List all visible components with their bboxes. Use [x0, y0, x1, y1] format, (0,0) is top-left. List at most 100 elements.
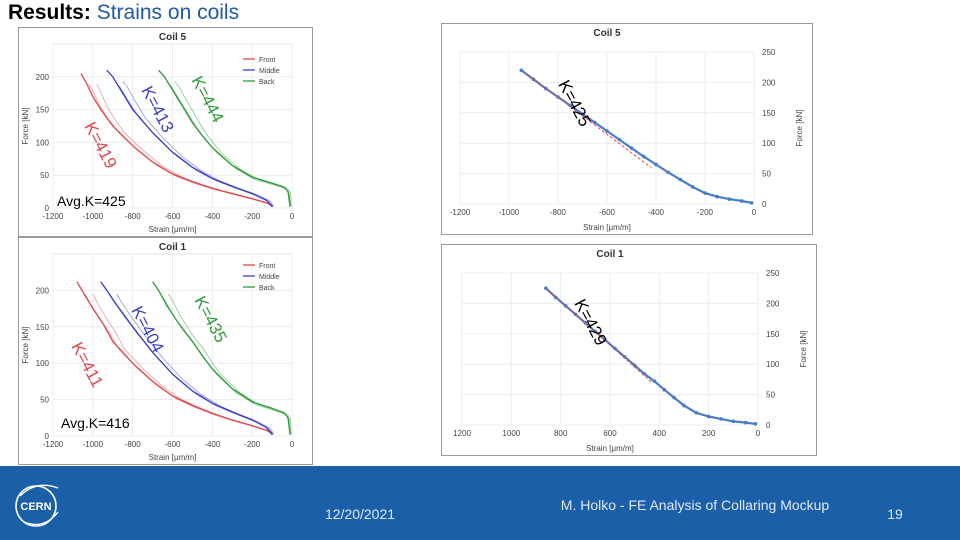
legend-label: Front — [259, 263, 275, 270]
data-point — [703, 191, 707, 195]
slope-annotation: K=425 — [554, 77, 594, 130]
x-tick-label: -800 — [125, 440, 142, 449]
title-bold: Results: — [8, 1, 91, 24]
x-tick-label: -600 — [164, 212, 181, 221]
y-tick-label: 150 — [36, 323, 50, 332]
fit-line — [525, 72, 652, 168]
chart-title: Coil 1 — [596, 249, 624, 260]
data-point — [617, 137, 622, 142]
x-tick-label: 1200 — [453, 429, 471, 438]
data-point — [666, 170, 671, 175]
x-tick-label: -1000 — [83, 212, 104, 221]
data-point — [568, 103, 573, 108]
series-cycle-line — [108, 293, 274, 435]
data-point — [727, 197, 732, 201]
x-axis-label: Strain [μm/m] — [586, 444, 634, 453]
y-tick-label: 100 — [36, 138, 50, 147]
y-tick-label: 50 — [40, 171, 49, 180]
fit-line — [548, 289, 653, 383]
series-cycle-line — [96, 84, 274, 207]
average-annotation: Avg.K=425 — [57, 193, 126, 209]
series-line-measured — [520, 69, 752, 204]
legend-label: Middle — [259, 274, 280, 281]
series-line-middle — [100, 281, 273, 435]
x-tick-label: -1000 — [83, 440, 104, 449]
y-tick-label: 0 — [45, 204, 50, 213]
data-point — [690, 185, 695, 189]
x-tick-label: -600 — [164, 440, 181, 449]
series-cycle-line — [160, 293, 291, 435]
legend-label: Middle — [259, 68, 280, 75]
x-tick-label: -1200 — [43, 440, 64, 449]
y-tick-label: 250 — [762, 48, 776, 57]
y-tick-label: 150 — [762, 109, 776, 118]
y-tick-label: 200 — [36, 286, 50, 295]
series-line-back — [158, 69, 291, 207]
data-point — [672, 395, 676, 400]
data-point — [706, 414, 711, 419]
x-tick-label: 0 — [752, 208, 757, 217]
footer-bar: CERN 12/20/2021 M. Holko - FE Analysis o… — [0, 466, 960, 540]
y-tick-label: 100 — [766, 360, 780, 369]
y-tick-label: 100 — [36, 359, 50, 368]
slope-annotation: K=435 — [190, 293, 230, 346]
y-axis-label: Force [kN] — [21, 327, 30, 364]
data-point — [580, 112, 585, 116]
cern-logo-icon: CERN — [15, 484, 59, 527]
series-cycle-line — [114, 81, 274, 208]
x-tick-label: -200 — [697, 208, 714, 217]
legend-label: Back — [259, 285, 275, 292]
data-point — [605, 129, 609, 133]
data-point — [613, 346, 617, 351]
y-tick-label: 50 — [40, 396, 49, 405]
average-annotation: Avg.K=416 — [61, 415, 130, 431]
slope-annotation: K=444 — [187, 73, 227, 126]
data-point — [749, 200, 754, 205]
series-cycle-line — [116, 293, 274, 435]
x-axis-label: Strain [μm/m] — [583, 223, 631, 232]
x-axis-label: Strain [μm/m] — [149, 453, 197, 462]
x-tick-label: 0 — [290, 440, 295, 449]
x-tick-label: -800 — [125, 212, 142, 221]
y-axis-label: Force [kN] — [21, 108, 30, 145]
data-point — [739, 199, 744, 203]
series-cycle-line — [166, 81, 291, 207]
x-tick-label: 600 — [603, 429, 617, 438]
x-tick-label: -800 — [550, 208, 567, 217]
chart-title: Coil 5 — [159, 32, 187, 43]
data-point — [694, 411, 699, 415]
chart-svg: Coil 1 1200 1000 800 600 400 200 00 50 100 150 200 2… — [453, 249, 808, 453]
legend-label: Back — [259, 79, 275, 86]
data-point — [743, 420, 748, 425]
data-point — [715, 194, 720, 199]
y-tick-label: 200 — [762, 78, 776, 87]
y-tick-label: 250 — [766, 269, 780, 278]
data-point — [662, 387, 667, 392]
chart-title: Coil 1 — [159, 242, 187, 253]
x-tick-label: 400 — [653, 429, 667, 438]
y-tick-label: 0 — [762, 200, 767, 209]
logo-text: CERN — [20, 501, 51, 513]
y-tick-label: 100 — [762, 139, 776, 148]
x-tick-label: -200 — [244, 212, 261, 221]
chart-svg: Coil 1 -1200 -1000 -800 -600 -400 -200 0 0 50 100 1… — [21, 242, 295, 462]
series-cycle-line — [168, 293, 292, 435]
chart-title: Coil 5 — [593, 28, 621, 39]
y-tick-label: 200 — [766, 299, 780, 308]
x-tick-label: 0 — [756, 429, 761, 438]
x-tick-label: 0 — [290, 212, 295, 221]
x-tick-label: 200 — [702, 429, 716, 438]
series-line-middle — [106, 69, 273, 208]
data-point — [753, 421, 758, 426]
title-rest: Strains on coils — [90, 1, 240, 24]
data-point — [652, 379, 657, 384]
slope-annotation: K=404 — [127, 303, 167, 356]
data-point — [629, 146, 634, 150]
x-tick-label: -400 — [204, 440, 221, 449]
series-line-back — [152, 281, 291, 435]
page-number: 19 — [887, 506, 903, 522]
chart-svg: Coil 5 -1200 -1000 -800 -600 -400 -200 0 0 50 100 1… — [21, 32, 295, 234]
y-tick-label: 0 — [766, 421, 771, 430]
data-point — [719, 417, 723, 421]
data-point — [543, 86, 548, 91]
